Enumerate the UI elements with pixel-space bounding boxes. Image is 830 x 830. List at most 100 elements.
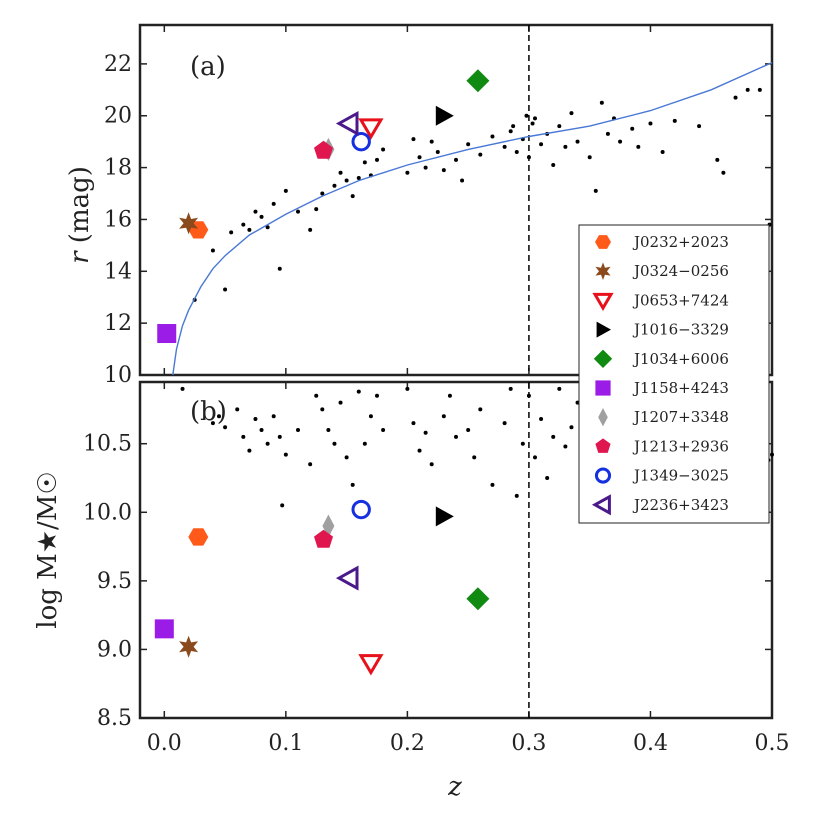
x-tick-label: 0.1 [268,731,303,756]
panel_b-data-point [545,476,550,480]
panel_a-data-point [618,139,623,144]
panel_a-data-point [593,188,598,193]
panel_b-data-point [563,444,568,449]
legend-label: J1349−3025 [632,467,729,485]
legend-marker [593,349,613,368]
panel_a-data-point [350,194,355,199]
panel-a-ylabel-unit: (mag) [65,166,95,251]
panel_b-data-point [429,462,434,467]
panel_a-ytick-label: 10 [104,363,132,388]
panel_a-data-point [511,124,516,129]
panel_b-ytick-label: 10.0 [83,500,132,525]
panel_a-data-point [460,178,465,183]
panel_b-data-point [417,448,422,453]
panel-b-marker-j1034p6006 [466,587,490,611]
panel_a-data-point [296,209,300,214]
legend-label: J0653+7424 [632,291,729,309]
panel_a-data-point [338,170,343,175]
panel-b-ylabel: log M★/M☉ [33,471,63,629]
panel_b-data-point [520,441,525,446]
panel_a-frame [138,23,774,377]
panel_a-data-point [344,178,349,183]
panel-a-marker-j1034p6006 [466,69,490,93]
legend-label: J1207+3348 [632,408,729,426]
x-tick-label: 0.3 [511,731,546,756]
panel_b-data-point [478,407,483,412]
panel_b-ytick-label: 8.5 [97,706,132,731]
panel_a-data-point [715,157,720,162]
panel_a-data-point [539,142,544,147]
x-tick-label: 0.5 [755,731,790,756]
panel_a-data-point [599,100,604,105]
panel-b-marker-j1213p2936 [314,529,333,548]
panel-a-marker-j0653p7424 [358,118,384,140]
legend-label: J0324−0256 [632,262,729,280]
panel_b-ytick-label: 9.5 [97,569,132,594]
panel_a-data-point [417,155,422,160]
panel-a-marker-j0324m0256 [179,212,199,235]
panel_b-data-point [332,441,337,446]
panel_b-data-point [447,393,452,398]
panel-a-marker-j2236p3423 [335,110,359,137]
panel_b-data-point [411,421,416,426]
panel_a-data-point [557,124,562,129]
panel-a-marker-j1213p2936 [314,140,333,159]
panel_b-data-point [314,393,319,398]
panel_a-data-point [229,230,234,235]
panel_a-data-point [375,157,379,162]
panel_b-data-point [539,417,544,422]
panel_b-data-point [526,393,531,398]
panel-a-ylabel-r: r [65,250,95,264]
panel-a: 10 12 14 16 18 20 22 [104,23,774,388]
panel_b-data-point [356,389,361,394]
panel-b-label: (b) [190,397,227,427]
panel_a-data-point [259,214,264,219]
panel_b-data-point [441,414,446,419]
panel_b-data-point [508,386,513,391]
panel_a-data-point [636,144,641,149]
panel_b-data-point [338,400,343,405]
legend-marker [594,467,612,484]
panel_b-data-point [362,441,367,446]
panel_b-data-point [247,448,252,453]
panel_b-data-point [375,393,379,398]
panel_a-ytick-label: 12 [104,311,132,336]
panel_b-data-point [454,434,458,439]
panel_a-data-point [533,116,537,121]
panel-b-marker-j1158p4243 [154,619,174,639]
panel-a-marker-j1016m3329 [435,105,454,126]
panel_a-data-point [569,111,574,116]
magnitude-limit-curve [172,61,773,376]
panel_b-data-point [569,425,574,430]
panel_a-data-point [362,160,367,165]
panel_a-data-point [332,183,337,188]
panel_b-data-point [180,386,185,391]
panel_b-data-point [368,414,373,419]
panel_a-data-point [672,118,677,123]
panel-b: 8.5 9.0 9.5 10.0 10.5 [83,380,774,731]
panel-a-ylabel: r (mag) [65,166,95,264]
panel_b-data-point [320,407,325,412]
panel-a-marker-j1158p4243 [157,324,177,344]
panel_b-data-point [277,434,282,439]
x-tick-label: 0.4 [633,731,668,756]
panel-b-marker-j0324m0256 [179,635,199,658]
panel_b-ytick-label: 10.5 [83,432,132,457]
panel_b-data-point [210,421,215,426]
panel_a-data-point [721,170,726,175]
x-tick-label: 0.0 [147,731,182,756]
legend-marker [591,494,611,516]
legend-marker [596,321,611,338]
legend-marker [592,292,614,311]
panel_a-data-point [441,168,446,173]
panel_a-data-point [320,191,325,196]
panel_b-data-point [490,482,495,487]
legend-marker [595,380,611,396]
panel_b-data-point [502,421,507,426]
panel_a-data-point [241,222,246,227]
panel_a-ytick-label: 14 [104,259,132,284]
panel_a-data-point [697,124,702,129]
legend: J0232+2023 J0324−0256 J0653+7424 J1016−3329… [578,224,770,524]
panel_b-frame [138,380,774,720]
